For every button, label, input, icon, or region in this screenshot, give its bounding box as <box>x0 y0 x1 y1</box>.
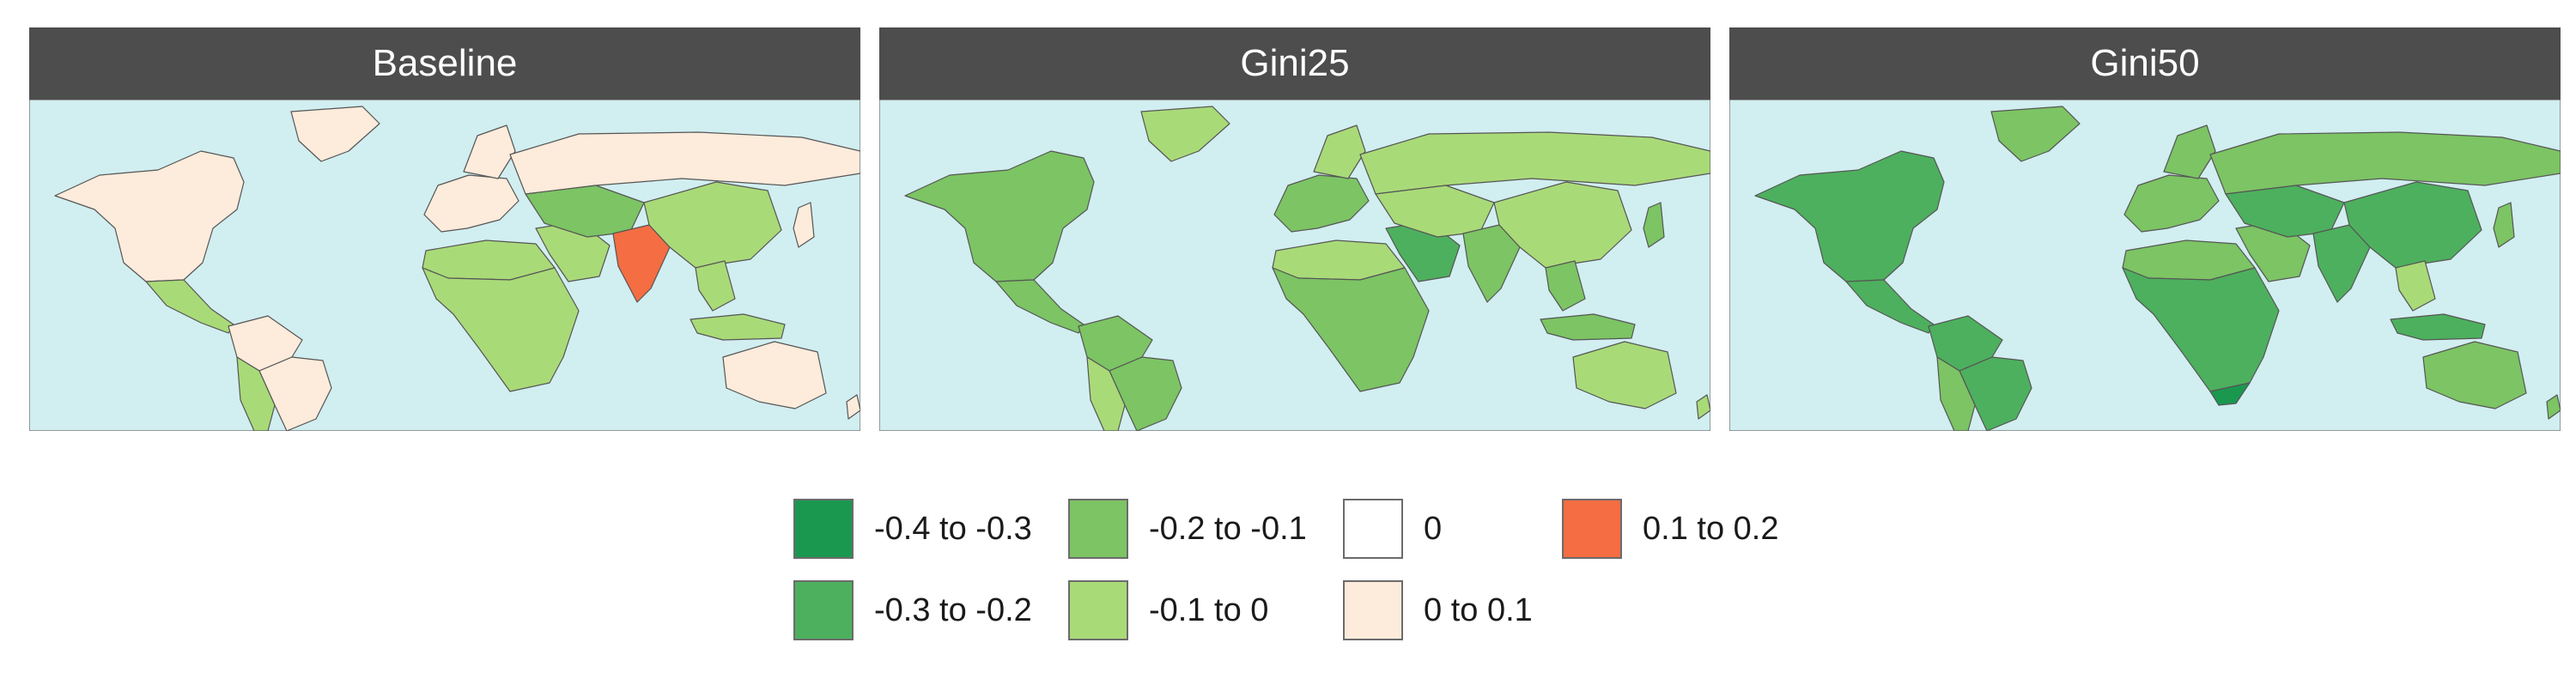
region-new-zealand <box>2546 394 2561 420</box>
region-new-zealand <box>846 394 860 420</box>
legend-swatch <box>1562 499 1622 559</box>
legend-item: 0 to 0.1 <box>1343 579 1533 641</box>
region-greenland <box>1140 106 1230 162</box>
legend-label: 0.1 to 0.2 <box>1643 510 1779 547</box>
region-africa <box>1272 267 1430 392</box>
world-map <box>1729 100 2561 431</box>
legend-swatch <box>1343 580 1403 640</box>
legend-label: -0.2 to -0.1 <box>1149 510 1307 547</box>
region-australia <box>722 341 827 409</box>
region-southeast-asia <box>1545 260 1586 312</box>
map-panel-gini25: Gini25 <box>879 27 1710 431</box>
panel-title: Gini50 <box>1729 27 2561 100</box>
region-indonesia <box>2390 313 2486 341</box>
region-brazil <box>258 356 332 431</box>
legend-swatch <box>1068 499 1128 559</box>
legend-swatch <box>1068 580 1128 640</box>
region-australia <box>1572 341 1677 409</box>
legend-item: -0.2 to -0.1 <box>1068 498 1307 560</box>
region-southeast-asia <box>695 260 736 312</box>
region-japan <box>793 202 815 248</box>
region-africa <box>422 267 580 392</box>
world-map <box>879 100 1710 431</box>
region-new-zealand <box>1696 394 1710 420</box>
region-north-america <box>1754 150 1945 282</box>
map-panel-gini50: Gini50 <box>1729 27 2561 431</box>
region-brazil <box>1959 356 2032 431</box>
panel-title: Gini25 <box>879 27 1710 100</box>
region-africa <box>2122 267 2280 392</box>
legend-swatch <box>793 499 854 559</box>
region-greenland <box>290 106 380 162</box>
region-south-america-south <box>1936 356 1976 431</box>
region-scandinavia <box>1313 124 1366 179</box>
legend-item: -0.4 to -0.3 <box>793 498 1032 560</box>
region-scandinavia <box>2163 124 2216 179</box>
legend-item: 0.1 to 0.2 <box>1562 498 1778 560</box>
legend-item: 0 <box>1343 498 1442 560</box>
region-south-america-south <box>1086 356 1126 431</box>
region-north-america <box>54 150 245 282</box>
region-china <box>1493 181 1632 269</box>
legend-label: 0 <box>1424 510 1443 547</box>
region-europe <box>1273 174 1370 233</box>
region-south-america-south <box>236 356 276 431</box>
map-panel-baseline: Baseline <box>29 27 860 431</box>
region-europe <box>2123 174 2220 233</box>
legend-label: 0 to 0.1 <box>1424 591 1533 628</box>
region-indonesia <box>1540 313 1636 341</box>
region-brazil <box>1109 356 1182 431</box>
region-europe <box>423 174 519 233</box>
region-greenland <box>1990 106 2081 162</box>
legend-item: -0.1 to 0 <box>1068 579 1268 641</box>
region-australia <box>2422 341 2527 409</box>
legend-swatch <box>793 580 854 640</box>
legend-label: -0.1 to 0 <box>1149 591 1269 628</box>
panel-title: Baseline <box>29 27 860 100</box>
region-japan <box>1643 202 1665 248</box>
region-north-america <box>904 150 1095 282</box>
region-china <box>643 181 782 269</box>
region-indonesia <box>690 313 786 341</box>
world-map <box>29 100 860 431</box>
legend-label: -0.3 to -0.2 <box>874 591 1032 628</box>
region-scandinavia <box>463 124 516 179</box>
region-japan <box>2493 202 2515 248</box>
legend-item: -0.3 to -0.2 <box>793 579 1032 641</box>
region-south-africa <box>2209 382 2251 406</box>
legend-swatch <box>1343 499 1403 559</box>
region-china <box>2343 181 2482 269</box>
region-southeast-asia <box>2395 260 2436 312</box>
legend-label: -0.4 to -0.3 <box>874 510 1032 547</box>
